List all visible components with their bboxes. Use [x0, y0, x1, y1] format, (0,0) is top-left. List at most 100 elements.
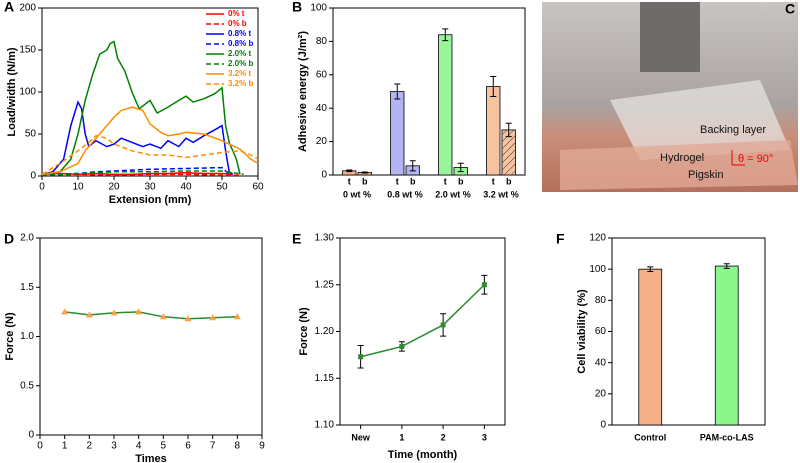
plot-frame [332, 7, 526, 176]
photo-label: θ = 90° [738, 153, 773, 165]
x-tick-label: 20 [108, 182, 120, 193]
plot-frame [339, 237, 506, 426]
error-bar [505, 122, 512, 138]
photo-label: Pigskin [688, 169, 723, 181]
bar [486, 86, 501, 176]
legend-label: 2.0% t [228, 49, 251, 58]
x-tick-label: 2 [87, 441, 93, 452]
y-axis-title: Cell viability (%) [576, 289, 588, 374]
x-axis-title: Extension (mm) [109, 194, 192, 206]
y-tick-label: 40 [595, 357, 607, 368]
y-tick-label: 1.0 [20, 331, 34, 342]
y-tick-label: 120 [589, 233, 606, 244]
legend-label: 0% b [228, 19, 247, 28]
y-tick-label: 150 [19, 45, 36, 56]
bar-label: t [444, 176, 447, 186]
bar [638, 268, 663, 426]
legend-label: 0.8% t [228, 29, 251, 38]
y-tick-label: 1.5 [20, 282, 34, 293]
marker [110, 309, 118, 316]
bar-label: b [410, 176, 416, 186]
error-bar [394, 83, 401, 100]
legend-label: 0% t [228, 9, 245, 18]
bar-label: t [396, 176, 399, 186]
error-bar [457, 162, 464, 173]
error-bar [346, 169, 353, 173]
y-axis-title: Force (N) [298, 307, 310, 356]
x-tick-label: 2 [441, 432, 446, 442]
x-axis-title: Times [135, 453, 167, 463]
y-tick-label: 50 [25, 129, 37, 140]
series-line [41, 106, 259, 176]
x-tick-label: 9 [259, 441, 265, 452]
series-line [41, 100, 234, 176]
error-bar [490, 75, 497, 98]
x-tick-label: Control [634, 432, 666, 442]
bar-label: b [506, 176, 512, 186]
x-tick-label: 60 [252, 182, 264, 193]
y-tick-label: 0 [30, 171, 36, 182]
series-line [41, 134, 259, 175]
x-tick-label: 4 [136, 441, 142, 452]
x-axis-title: Time (month) [388, 449, 458, 461]
y-tick-label: 60 [595, 326, 607, 337]
x-tick-label: 2.0 wt % [435, 189, 471, 199]
panel-letter: C [785, 1, 795, 17]
bar-label: t [492, 176, 495, 186]
clamp [640, 2, 700, 72]
x-tick-label: 1 [399, 432, 404, 442]
photo-label: Hydrogel [660, 152, 704, 164]
marker [209, 314, 217, 321]
marker [135, 308, 143, 315]
x-tick-label: 3 [482, 432, 487, 442]
legend-label: 0.8% b [228, 39, 253, 48]
y-tick-label: 80 [316, 36, 328, 47]
bar-label: t [348, 176, 351, 186]
pigskin [560, 140, 798, 190]
marker [440, 322, 446, 328]
x-tick-label: PAM-co-LAS [700, 432, 754, 442]
y-tick-label: 20 [595, 388, 607, 399]
y-axis-title: Force (N) [4, 312, 16, 361]
y-tick-label: 40 [316, 103, 328, 114]
x-tick-label: 7 [210, 441, 216, 452]
legend-label: 3.2% b [228, 79, 253, 88]
marker [399, 343, 405, 349]
legend-label: 2.0% b [228, 59, 253, 68]
x-tick-label: 40 [180, 182, 192, 193]
y-tick-label: 1.10 [315, 420, 335, 431]
y-tick-label: 100 [19, 87, 36, 98]
series-line [64, 311, 238, 320]
y-tick-label: 60 [316, 69, 328, 80]
bar-label: b [458, 176, 464, 186]
x-tick-label: 10 [72, 182, 84, 193]
marker [184, 315, 192, 322]
panel-letter: A [4, 0, 14, 15]
y-tick-label: 200 [19, 3, 36, 14]
series-line [41, 170, 244, 176]
error-bar [723, 263, 730, 269]
photo-label: Backing layer [700, 124, 766, 136]
y-tick-label: 2.0 [20, 233, 34, 244]
bar [390, 91, 405, 176]
marker [233, 313, 241, 320]
x-tick-label: 0 [39, 182, 45, 193]
y-axis-title: Load/width (N/m) [6, 47, 18, 137]
backing-layer [610, 80, 790, 160]
x-tick-label: 30 [144, 182, 156, 193]
x-tick-label: 50 [216, 182, 228, 193]
y-axis-title: Adhesive energy (J/m²) [297, 31, 309, 152]
x-tick-label: 3 [111, 441, 117, 452]
y-tick-label: 1.15 [315, 373, 335, 384]
error-bar [409, 160, 416, 172]
y-tick-label: 1.30 [315, 233, 335, 244]
x-tick-label: 1 [62, 441, 68, 452]
y-tick-label: 0 [321, 170, 327, 181]
y-tick-label: 1.25 [315, 279, 335, 290]
x-tick-label: 8 [235, 441, 241, 452]
panel-letter: D [4, 231, 14, 247]
marker [481, 282, 487, 288]
panel-letter: F [556, 231, 565, 247]
